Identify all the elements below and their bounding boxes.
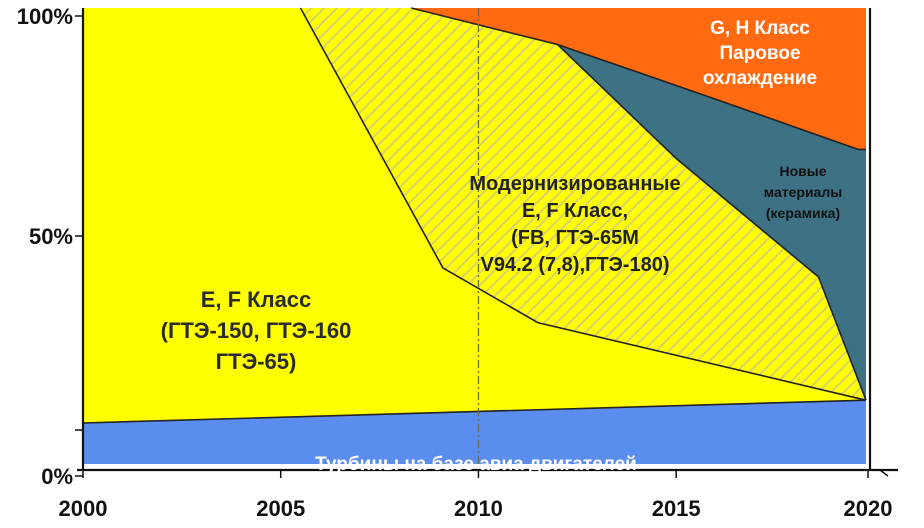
x-tick-label: 2005 xyxy=(256,496,305,521)
modernized-label-line: E, F Класс, xyxy=(522,200,628,222)
modernized-label-line: V94.2 (7,8),ГТЭ-180) xyxy=(481,254,670,276)
x-tick-label: 2015 xyxy=(652,496,701,521)
modernized-label-line: (FB, ГТЭ-65М xyxy=(511,227,639,249)
aviation-label: Турбины на базе авиа двигателей xyxy=(315,454,637,475)
y-tick-label: 100% xyxy=(17,4,73,29)
gh_class-label-line: G, H Класс xyxy=(710,18,810,39)
new_materials-label-line: (керамика) xyxy=(766,205,840,221)
new-materials-area xyxy=(557,44,866,401)
aviation-area xyxy=(83,400,866,464)
x-tick-label: 2000 xyxy=(59,496,108,521)
gh_class-label-line: Паровое xyxy=(719,43,800,64)
axis-break-mark xyxy=(879,469,889,477)
modernized-label-line: Модернизированные xyxy=(469,173,680,195)
ef_class-label-line: (ГТЭ-150, ГТЭ-160 xyxy=(161,318,352,343)
ef_class-label-line: ГТЭ-65) xyxy=(216,349,297,374)
new_materials-label-line: Новые xyxy=(779,163,826,179)
aviation-boundary-line xyxy=(82,399,867,424)
ef-class-area xyxy=(83,8,866,423)
modernized-boundary-line xyxy=(411,7,867,401)
new-materials-boundary-line xyxy=(557,43,866,151)
y-tick-label: 0% xyxy=(41,464,73,489)
gh_class-label-line: охлаждение xyxy=(703,68,817,89)
x-tick-label: 2010 xyxy=(454,496,503,521)
new_materials-label-line: материалы xyxy=(764,184,842,200)
ef_class-label-line: E, F Класс xyxy=(201,287,312,312)
ef-boundary-line xyxy=(299,7,867,401)
x-tick-label: 2020 xyxy=(844,496,893,521)
y-tick-label: 50% xyxy=(29,224,73,249)
modernized-area xyxy=(83,8,866,401)
